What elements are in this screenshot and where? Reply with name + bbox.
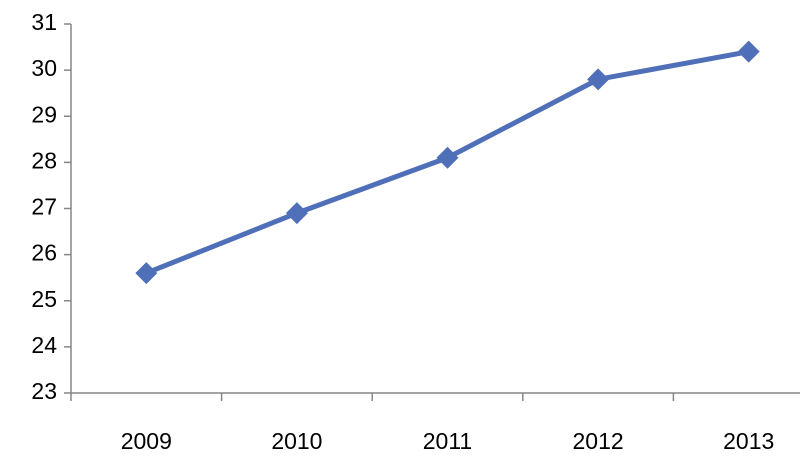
x-tick-label: 2012 (573, 428, 624, 454)
y-tick-label: 23 (31, 378, 57, 404)
x-tick-label: 2013 (723, 428, 774, 454)
data-point (436, 146, 459, 169)
y-tick-label: 24 (31, 332, 57, 358)
data-point (737, 40, 760, 63)
data-point (285, 202, 308, 225)
data-point (135, 262, 158, 285)
x-tick-label: 2011 (423, 428, 472, 454)
y-tick-label: 30 (31, 55, 57, 81)
y-tick-label: 28 (31, 147, 57, 173)
y-tick-label: 27 (31, 194, 57, 220)
x-tick-label: 2010 (271, 428, 322, 454)
data-point (587, 68, 610, 91)
y-tick-label: 31 (31, 9, 57, 35)
x-tick-label: 2009 (121, 428, 172, 454)
y-tick-label: 26 (31, 240, 57, 266)
y-tick-label: 29 (31, 101, 57, 127)
y-tick-label: 25 (31, 286, 57, 312)
